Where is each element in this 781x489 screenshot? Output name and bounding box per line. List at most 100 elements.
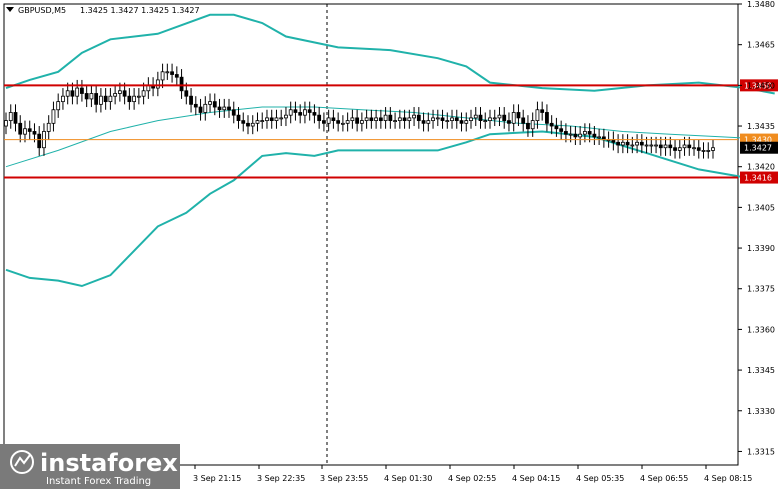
candle-body — [597, 136, 602, 139]
candle-body — [673, 147, 677, 151]
candle — [317, 107, 322, 129]
candle-body — [51, 109, 56, 124]
candle — [340, 115, 345, 132]
candle-body — [397, 117, 402, 122]
candle — [469, 109, 473, 129]
candle-body — [117, 90, 122, 94]
candle-body — [260, 120, 265, 123]
candle-body — [89, 93, 94, 100]
current-price-tag — [740, 141, 778, 154]
price-tick-label: 1.3480 — [747, 0, 775, 9]
candle — [179, 69, 184, 99]
candle — [236, 107, 241, 129]
level-tag-label: 1.3430 — [744, 136, 772, 145]
candle — [454, 109, 459, 129]
candle — [692, 139, 696, 156]
candle — [160, 63, 165, 89]
candle — [350, 109, 355, 129]
candle-body — [340, 122, 345, 125]
candle — [227, 98, 231, 118]
candle-body — [203, 103, 208, 113]
candle-body — [701, 150, 706, 152]
time-tick-label: 3 Sep 21:15 — [193, 474, 241, 483]
candle-body — [359, 120, 364, 124]
candle — [222, 98, 227, 118]
price-tick-label: 1.3330 — [747, 407, 775, 416]
candle-body — [293, 109, 298, 113]
candle — [597, 128, 602, 146]
candle-body — [620, 141, 625, 146]
candle-body — [241, 120, 246, 124]
symbol-dropdown-icon[interactable] — [6, 7, 14, 12]
chart-symbol-label: GBPUSD,M5 — [18, 6, 66, 15]
candle — [51, 101, 56, 132]
candle — [155, 71, 160, 97]
candle — [84, 85, 89, 108]
candle-body — [136, 95, 141, 98]
candle — [23, 120, 27, 143]
candle-body — [322, 120, 326, 124]
candle-body — [464, 120, 469, 124]
candle-body — [103, 95, 108, 103]
candle — [535, 101, 540, 129]
watermark-brand: instaforex — [40, 449, 178, 477]
candle-body — [516, 112, 521, 119]
candle-body — [663, 144, 668, 149]
candle-body — [454, 117, 459, 122]
candle-body — [65, 90, 70, 97]
candle-body — [692, 147, 696, 150]
candle — [293, 101, 298, 121]
level-tag-label: 1.3450 — [744, 81, 772, 90]
candle-body — [545, 112, 549, 124]
candle-body — [421, 120, 426, 124]
candle-body — [682, 144, 687, 149]
candle-body — [497, 114, 502, 119]
price-tick-label: 1.3315 — [747, 447, 775, 456]
candle-body — [578, 133, 583, 138]
price-tick-label: 1.3360 — [747, 325, 775, 334]
candle — [526, 115, 530, 137]
candle — [189, 88, 193, 113]
instaforex-watermark: instaforex Instant Forex Trading — [0, 444, 180, 489]
candle-body — [535, 109, 540, 122]
candle — [426, 112, 431, 132]
candle — [312, 104, 317, 124]
candle-body — [350, 117, 355, 122]
candle-body — [326, 117, 331, 124]
candle — [56, 93, 61, 118]
candle-body — [488, 117, 492, 122]
candle-body — [440, 117, 445, 122]
candle-body — [174, 74, 179, 78]
candle — [336, 112, 341, 132]
candle-body — [426, 120, 431, 124]
candle — [407, 109, 412, 129]
candle-body — [246, 122, 250, 127]
time-tick-label: 4 Sep 04:15 — [512, 474, 560, 483]
candle-body — [559, 128, 564, 132]
candle — [231, 101, 236, 124]
candle — [459, 112, 464, 132]
candle-body — [711, 147, 715, 151]
candle-body — [592, 133, 597, 138]
candle — [530, 112, 535, 137]
candle-body — [317, 114, 322, 122]
candle-body — [450, 117, 454, 122]
candle — [174, 66, 179, 86]
candle-body — [388, 114, 393, 122]
candle-body — [80, 87, 84, 94]
candle-body — [649, 144, 654, 147]
candle-body — [573, 133, 578, 138]
time-tick-label: 4 Sep 05:35 — [576, 474, 624, 483]
candle — [573, 126, 578, 146]
candle-body — [70, 90, 75, 97]
candle-body — [393, 120, 397, 123]
candle — [445, 112, 450, 129]
price-tick-label: 1.3420 — [747, 163, 775, 172]
candle-body — [208, 101, 212, 105]
candle-body — [250, 122, 255, 127]
candle — [18, 115, 23, 143]
candle — [502, 107, 507, 129]
candle-body — [165, 71, 170, 74]
